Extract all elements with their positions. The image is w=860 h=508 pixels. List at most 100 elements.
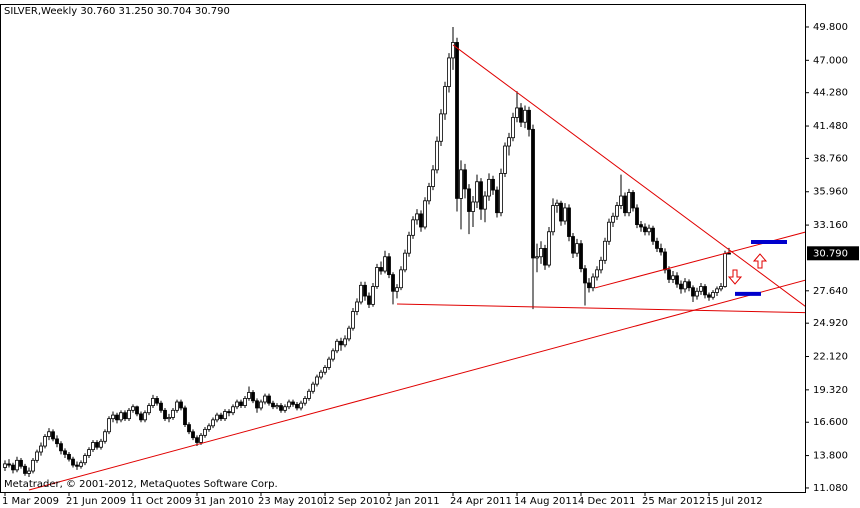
candle-body bbox=[231, 406, 235, 414]
x-tick-label: 14 Aug 2011 bbox=[514, 496, 578, 507]
candle-body bbox=[527, 109, 531, 130]
candle-body bbox=[279, 405, 283, 411]
candle-body bbox=[19, 459, 23, 467]
x-tick-label: 11 Oct 2009 bbox=[130, 496, 192, 507]
candle-body bbox=[263, 395, 267, 403]
candle-body bbox=[483, 195, 487, 210]
candle-body bbox=[211, 419, 215, 427]
candle-body bbox=[415, 213, 419, 221]
x-tick-label: 2 Jan 2011 bbox=[386, 496, 440, 507]
candle-body bbox=[383, 256, 387, 272]
candle-body bbox=[59, 443, 63, 452]
y-tick-label: 44.280 bbox=[813, 88, 848, 99]
candle-body bbox=[651, 227, 655, 242]
candle-body bbox=[83, 455, 87, 464]
candle-body bbox=[683, 281, 687, 290]
candle-body bbox=[175, 401, 179, 411]
candle-body bbox=[295, 403, 299, 409]
candle-body bbox=[487, 178, 491, 197]
axes: 11.080 13.800 16.600 19.320 22.120 24.920 27.6… bbox=[2, 22, 859, 507]
candle-body bbox=[387, 256, 391, 276]
candle-body bbox=[511, 117, 515, 139]
y-tick-label: 24.920 bbox=[813, 318, 848, 329]
candle-body bbox=[111, 414, 115, 420]
candle-body bbox=[463, 169, 467, 190]
candle-body bbox=[39, 445, 43, 453]
candle-body bbox=[431, 169, 435, 187]
trendline bbox=[28, 279, 805, 491]
candle-body bbox=[159, 402, 163, 411]
candle-body bbox=[203, 428, 207, 436]
trendline bbox=[594, 231, 805, 289]
candle-body bbox=[243, 398, 247, 406]
trendline bbox=[452, 44, 805, 307]
candle-body bbox=[319, 371, 323, 378]
candle-body bbox=[703, 286, 707, 296]
candle-body bbox=[219, 414, 223, 420]
candle-body bbox=[515, 107, 519, 118]
candle-body bbox=[155, 398, 159, 404]
candle-body bbox=[503, 145, 507, 174]
candle-body bbox=[99, 440, 103, 448]
candle-body bbox=[655, 240, 659, 249]
candle-body bbox=[663, 251, 667, 271]
candle-body bbox=[339, 340, 343, 346]
candle-body bbox=[239, 401, 243, 406]
candle-body bbox=[27, 470, 31, 474]
candle-body bbox=[627, 192, 631, 214]
candle-body bbox=[255, 400, 259, 409]
candle-body bbox=[107, 418, 111, 433]
copyright: Metatrader, © 2001-2012, MetaQuotes Soft… bbox=[4, 479, 278, 490]
candle-body bbox=[523, 109, 527, 123]
candle-body bbox=[643, 226, 647, 233]
candle-body bbox=[491, 178, 495, 191]
candle-body bbox=[347, 327, 351, 340]
candle-body bbox=[479, 181, 483, 210]
candle-body bbox=[179, 401, 183, 409]
candle-body bbox=[183, 407, 187, 426]
candle-body bbox=[207, 425, 211, 430]
candle-body bbox=[459, 169, 463, 199]
plot-area bbox=[3, 26, 805, 491]
x-tick-label: 4 Dec 2011 bbox=[578, 496, 636, 507]
candle-body bbox=[535, 256, 539, 259]
candle-body bbox=[43, 436, 47, 447]
y-tick-label: 35.960 bbox=[813, 187, 848, 198]
candle-body bbox=[271, 402, 275, 408]
candle-body bbox=[639, 224, 643, 228]
candle-body bbox=[707, 294, 711, 298]
candle-body bbox=[591, 276, 595, 289]
candle-body bbox=[259, 401, 263, 409]
candle-body bbox=[343, 338, 347, 346]
candle-body bbox=[583, 268, 587, 284]
candle-body bbox=[31, 459, 35, 472]
candle-body bbox=[103, 431, 107, 442]
candle-body bbox=[691, 287, 695, 297]
candle-body bbox=[671, 275, 675, 280]
candle-body bbox=[559, 202, 563, 222]
candle-body bbox=[235, 401, 239, 408]
candle-body bbox=[547, 231, 551, 266]
candle-body bbox=[115, 414, 119, 421]
candle-body bbox=[411, 219, 415, 236]
candle-body bbox=[135, 406, 139, 415]
candle-body bbox=[47, 431, 51, 437]
candle-body bbox=[447, 57, 451, 87]
candle-body bbox=[167, 417, 171, 420]
candle-body bbox=[79, 462, 83, 467]
candle-body bbox=[647, 227, 651, 233]
candle-body bbox=[363, 284, 367, 297]
candle-body bbox=[35, 451, 39, 461]
candle-body bbox=[291, 401, 295, 405]
candle-body bbox=[595, 269, 599, 278]
candle-body bbox=[667, 269, 671, 280]
y-tick-label: 22.120 bbox=[813, 352, 848, 363]
candle-body bbox=[659, 248, 663, 253]
candle-body bbox=[571, 236, 575, 254]
candle-body bbox=[563, 207, 567, 222]
candle-body bbox=[91, 442, 95, 451]
candle-body bbox=[391, 274, 395, 292]
current-price-box bbox=[807, 246, 859, 261]
candle-body bbox=[723, 253, 727, 287]
candle-body bbox=[555, 202, 559, 206]
